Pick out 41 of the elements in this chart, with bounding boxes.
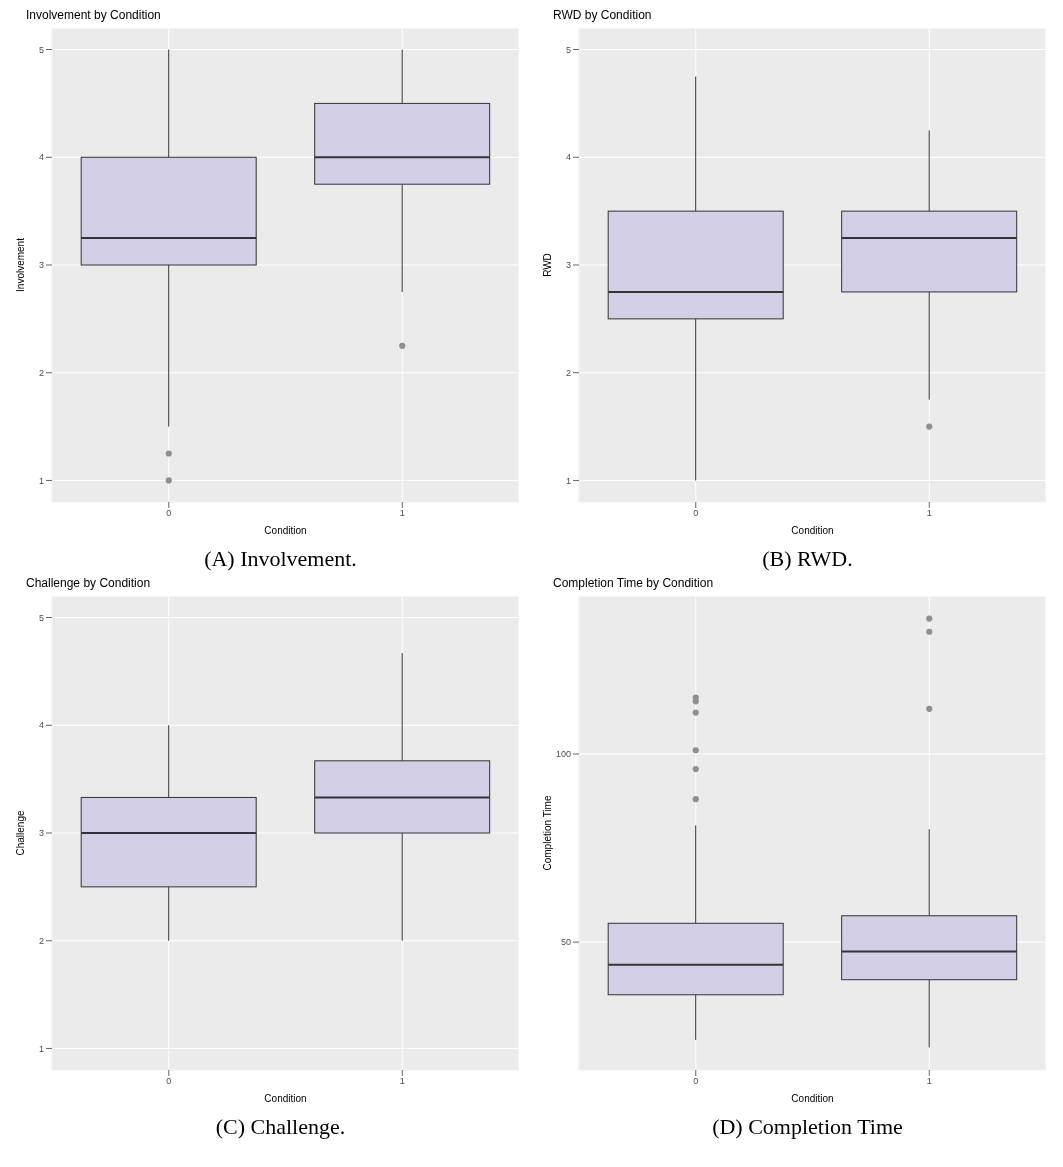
y-tick-label: 5 [38, 44, 44, 55]
x-tick-label: 1 [926, 508, 932, 519]
x-axis-title: Condition [791, 525, 834, 536]
y-axis-title: Completion Time [541, 795, 553, 871]
y-tick-label: 3 [565, 260, 571, 271]
text: (B) RWD. [761, 546, 854, 572]
chart-title: Involvement by Condition [26, 8, 162, 24]
y-tick-label: 4 [565, 152, 571, 163]
y-tick-label: 3 [38, 828, 44, 839]
y-tick-label: 2 [38, 367, 44, 378]
y-tick-label: 1 [38, 1043, 44, 1054]
y-tick-label: 4 [38, 720, 44, 731]
y-tick-label: 100 [555, 749, 571, 760]
y-tick-label: 2 [565, 367, 571, 378]
y-axis-title: RWD [541, 253, 553, 277]
y-tick-label: 1 [565, 475, 571, 486]
x-tick-label: 0 [693, 1076, 699, 1087]
y-tick-label: 4 [38, 152, 44, 163]
x-tick-label: 1 [926, 1076, 932, 1087]
x-tick-label: 0 [693, 508, 699, 519]
x-tick-label: 0 [166, 1076, 172, 1087]
y-tick-label: 2 [38, 935, 44, 946]
y-tick-label: 5 [565, 44, 571, 55]
x-tick-label: 1 [399, 1076, 405, 1087]
x-axis-title: Condition [791, 1093, 834, 1104]
text: (D) Completion Time [711, 1114, 904, 1140]
text: (C) Challenge. [214, 1114, 347, 1140]
chart-title: RWD by Condition [553, 8, 653, 24]
y-tick-label: 1 [38, 475, 44, 486]
chart-title: Completion Time by Condition [553, 576, 715, 592]
y-tick-label: 5 [38, 612, 44, 623]
x-tick-label: 0 [166, 508, 172, 519]
x-axis-title: Condition [264, 1093, 307, 1104]
y-axis-title: Involvement [14, 237, 26, 292]
y-axis-title: Challenge [14, 810, 26, 856]
text: (A) Involvement. [203, 546, 358, 572]
x-tick-label: 1 [399, 508, 405, 519]
y-tick-label: 50 [560, 937, 571, 948]
x-axis-title: Condition [264, 525, 307, 536]
chart-title: Challenge by Condition [26, 576, 152, 592]
y-tick-label: 3 [38, 260, 44, 271]
